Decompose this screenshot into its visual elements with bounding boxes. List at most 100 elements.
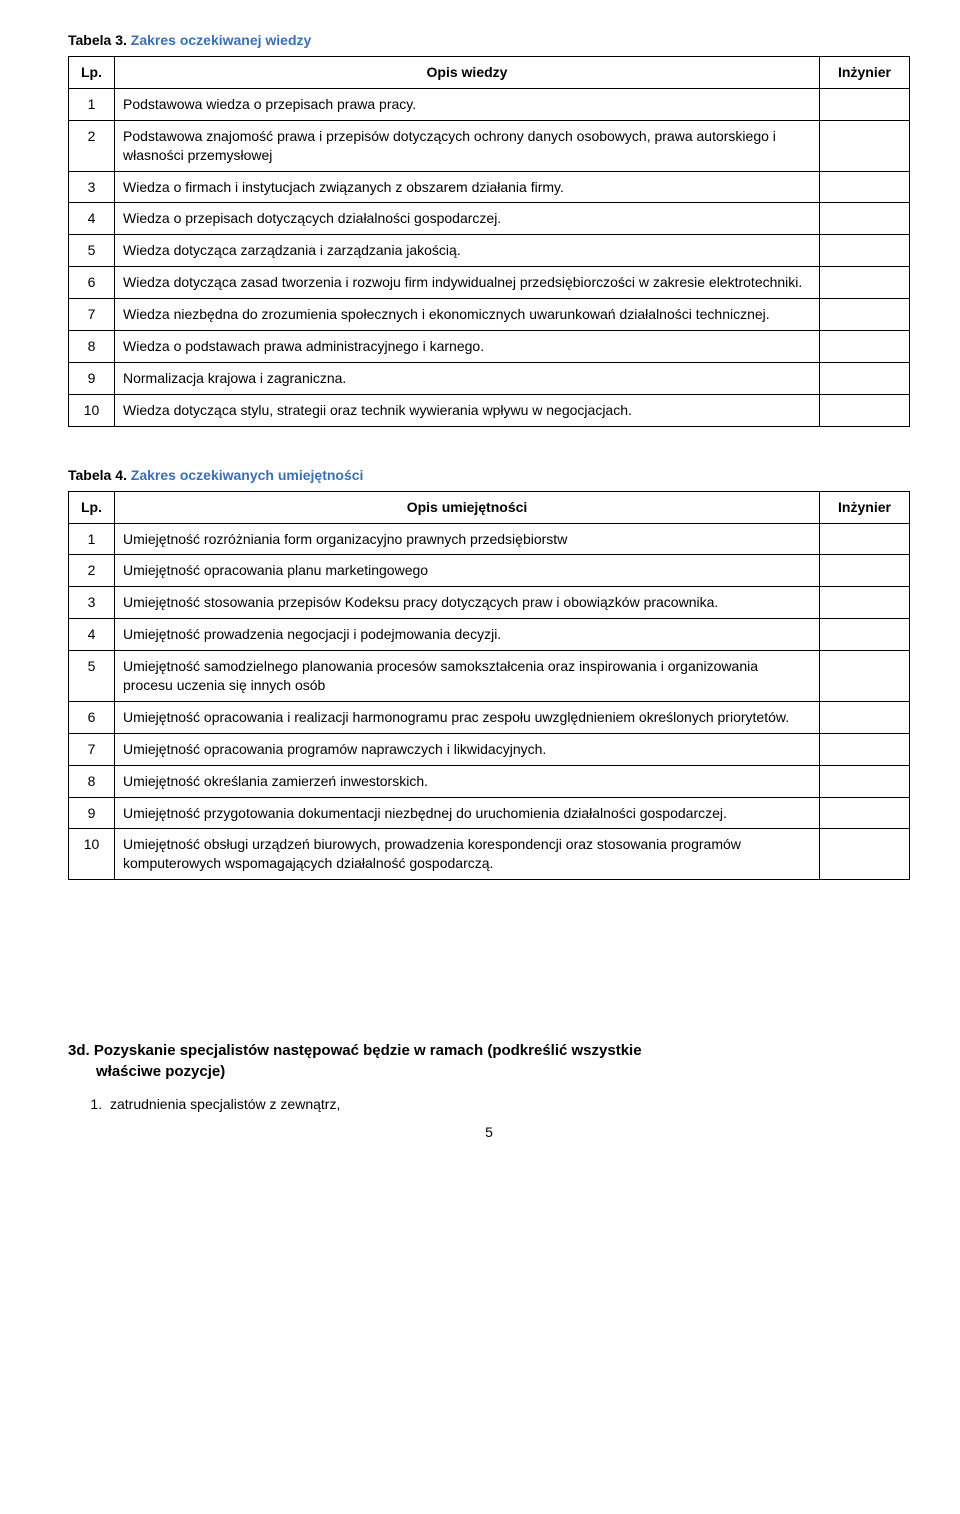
table3-cell-lp: 5 [69,235,115,267]
table4-cell-lp: 8 [69,765,115,797]
table4-cell-desc: Umiejętność określania zamierzeń inwesto… [115,765,820,797]
table3-header-eng: Inżynier [820,57,910,89]
table4-cell-lp: 2 [69,555,115,587]
table4-cell-desc: Umiejętność opracowania planu marketingo… [115,555,820,587]
table4-cell-eng [820,651,910,702]
table4-cell-eng [820,829,910,880]
table4-cell-lp: 5 [69,651,115,702]
table4-row: 6Umiejętność opracowania i realizacji ha… [69,701,910,733]
table4-row: 1Umiejętność rozróżniania form organizac… [69,523,910,555]
table3-cell-lp: 3 [69,171,115,203]
table3-cell-desc: Wiedza o przepisach dotyczących działaln… [115,203,820,235]
table3-cell-eng [820,362,910,394]
table4-header-eng: Inżynier [820,491,910,523]
table3-header-row: Lp. Opis wiedzy Inżynier [69,57,910,89]
table4-cell-eng [820,797,910,829]
table3-row: 6Wiedza dotycząca zasad tworzenia i rozw… [69,267,910,299]
table4-cell-eng [820,555,910,587]
table4-header-row: Lp. Opis umiejętności Inżynier [69,491,910,523]
table4-caption-prefix: Tabela 4. [68,467,127,483]
table3-row: 5Wiedza dotycząca zarządzania i zarządza… [69,235,910,267]
table3-cell-lp: 2 [69,120,115,171]
table3-row: 7Wiedza niezbędna do zrozumienia społecz… [69,299,910,331]
table4-row: 9Umiejętność przygotowania dokumentacji … [69,797,910,829]
table4-cell-eng [820,523,910,555]
table4-row: 10Umiejętność obsługi urządzeń biurowych… [69,829,910,880]
table4-cell-lp: 6 [69,701,115,733]
table4-row: 7Umiejętność opracowania programów napra… [69,733,910,765]
section-3d-list-item: zatrudnienia specjalistów z zewnątrz, [106,1096,910,1112]
table4-cell-lp: 4 [69,619,115,651]
table3-row: 3Wiedza o firmach i instytucjach związan… [69,171,910,203]
table3-cell-lp: 7 [69,299,115,331]
table3-cell-eng [820,299,910,331]
table4-cell-desc: Umiejętność opracowania programów napraw… [115,733,820,765]
table3-row: 10Wiedza dotycząca stylu, strategii oraz… [69,394,910,426]
table4-cell-lp: 10 [69,829,115,880]
section-3d-heading: 3d. Pozyskanie specjalistów następować b… [68,1040,910,1082]
table3-cell-desc: Wiedza dotycząca stylu, strategii oraz t… [115,394,820,426]
table3-cell-eng [820,394,910,426]
table3-cell-lp: 6 [69,267,115,299]
table3-row: 2Podstawowa znajomość prawa i przepisów … [69,120,910,171]
table4-cell-desc: Umiejętność rozróżniania form organizacy… [115,523,820,555]
table4-row: 8Umiejętność określania zamierzeń inwest… [69,765,910,797]
table3-cell-desc: Podstawowa wiedza o przepisach prawa pra… [115,88,820,120]
table4-cell-desc: Umiejętność przygotowania dokumentacji n… [115,797,820,829]
table3-cell-lp: 9 [69,362,115,394]
table3-cell-eng [820,88,910,120]
table3-cell-desc: Wiedza dotycząca zasad tworzenia i rozwo… [115,267,820,299]
table3: Lp. Opis wiedzy Inżynier 1Podstawowa wie… [68,56,910,427]
table4-cell-lp: 9 [69,797,115,829]
table3-cell-eng [820,267,910,299]
table3-row: 9Normalizacja krajowa i zagraniczna. [69,362,910,394]
section-3d-heading-line1: 3d. Pozyskanie specjalistów następować b… [68,1042,642,1059]
section-3d-heading-line2: właściwe pozycje) [96,1063,225,1080]
table4-cell-desc: Umiejętność samodzielnego planowania pro… [115,651,820,702]
table4-cell-desc: Umiejętność opracowania i realizacji har… [115,701,820,733]
table4-cell-eng [820,587,910,619]
table3-cell-desc: Podstawowa znajomość prawa i przepisów d… [115,120,820,171]
table3-caption-rest: Zakres oczekiwanej wiedzy [127,32,311,48]
table3-row: 8Wiedza o podstawach prawa administracyj… [69,331,910,363]
table4: Lp. Opis umiejętności Inżynier 1Umiejętn… [68,491,910,881]
page-number: 5 [68,1124,910,1140]
table4-cell-eng [820,733,910,765]
table4-caption: Tabela 4. Zakres oczekiwanych umiejętnoś… [68,467,910,483]
table3-cell-desc: Wiedza o podstawach prawa administracyjn… [115,331,820,363]
table3-cell-eng [820,203,910,235]
table3-cell-desc: Wiedza o firmach i instytucjach związany… [115,171,820,203]
table3-cell-desc: Wiedza dotycząca zarządzania i zarządzan… [115,235,820,267]
table4-caption-rest: Zakres oczekiwanych umiejętności [127,467,364,483]
table3-cell-desc: Wiedza niezbędna do zrozumienia społeczn… [115,299,820,331]
table3-cell-lp: 4 [69,203,115,235]
table4-row: 3Umiejętność stosowania przepisów Kodeks… [69,587,910,619]
table4-cell-lp: 7 [69,733,115,765]
table3-caption-prefix: Tabela 3. [68,32,127,48]
table3-cell-eng [820,331,910,363]
table4-row: 4Umiejętność prowadzenia negocjacji i po… [69,619,910,651]
table3-cell-eng [820,235,910,267]
table4-cell-lp: 3 [69,587,115,619]
table3-header-lp: Lp. [69,57,115,89]
table4-row: 5Umiejętność samodzielnego planowania pr… [69,651,910,702]
table3-row: 4Wiedza o przepisach dotyczących działal… [69,203,910,235]
table3-cell-eng [820,171,910,203]
table4-cell-eng [820,619,910,651]
table3-cell-lp: 1 [69,88,115,120]
table4-header-desc: Opis umiejętności [115,491,820,523]
table4-row: 2Umiejętność opracowania planu marketing… [69,555,910,587]
section-3d-list: zatrudnienia specjalistów z zewnątrz, [96,1096,910,1112]
table3-row: 1Podstawowa wiedza o przepisach prawa pr… [69,88,910,120]
table4-cell-desc: Umiejętność prowadzenia negocjacji i pod… [115,619,820,651]
table4-header-lp: Lp. [69,491,115,523]
table3-header-desc: Opis wiedzy [115,57,820,89]
table4-cell-lp: 1 [69,523,115,555]
table3-cell-eng [820,120,910,171]
table4-cell-eng [820,765,910,797]
table4-cell-eng [820,701,910,733]
table3-cell-lp: 8 [69,331,115,363]
table3-cell-desc: Normalizacja krajowa i zagraniczna. [115,362,820,394]
table3-cell-lp: 10 [69,394,115,426]
table4-cell-desc: Umiejętność obsługi urządzeń biurowych, … [115,829,820,880]
